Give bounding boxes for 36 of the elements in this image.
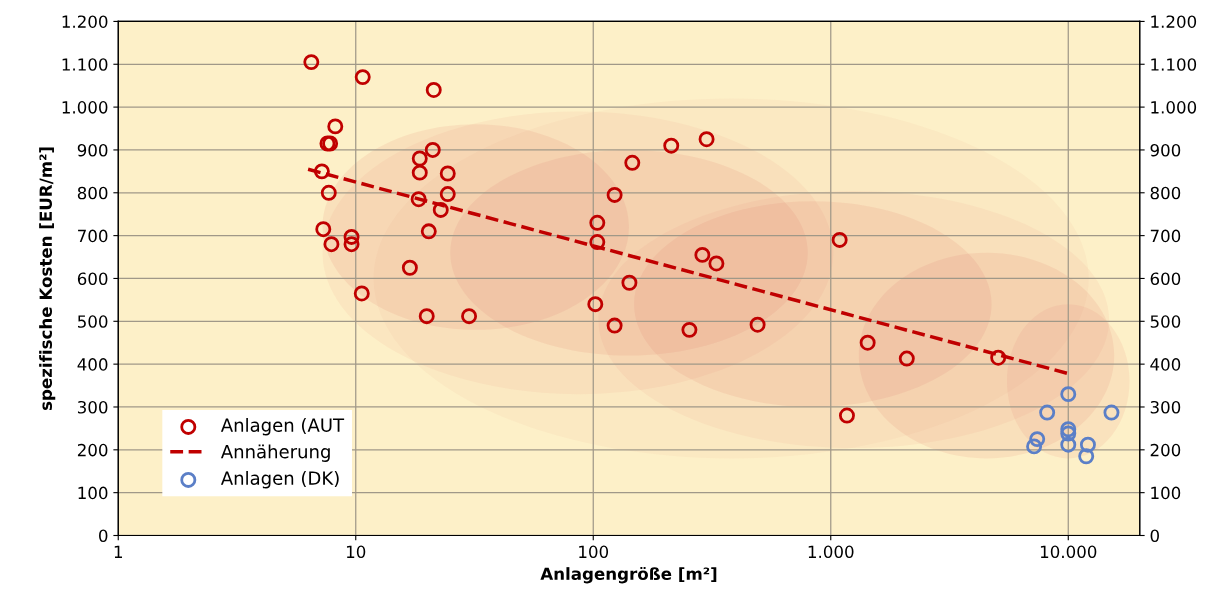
y2-tick-label: 1.000 bbox=[1151, 101, 1197, 114]
y2-tick-label: 1.100 bbox=[1151, 58, 1197, 71]
x-axis-title: Anlagengröße [m²] bbox=[540, 566, 717, 584]
y2-tick-label: 600 bbox=[1150, 272, 1181, 286]
y-tick-label: 1.200 bbox=[62, 15, 108, 28]
y-tick-label: 600 bbox=[77, 272, 108, 286]
y-tick-label: 700 bbox=[78, 229, 108, 243]
y-tick-label: 1.100 bbox=[62, 58, 108, 71]
legend-label: Anlagen (AUT bbox=[220, 417, 345, 436]
y2-tick-label: 0 bbox=[1150, 529, 1159, 543]
x-tick-label: 1.000 bbox=[808, 545, 854, 559]
y2-tick-label: 700 bbox=[1150, 229, 1181, 243]
x-tick-label: 100 bbox=[579, 545, 609, 559]
y2-tick-label: 400 bbox=[1150, 358, 1181, 371]
y-tick-label: 1.000 bbox=[62, 101, 108, 114]
y-axis-title: spezifische Kosten [EUR/m²] bbox=[39, 147, 56, 411]
y-tick-label: 0 bbox=[99, 529, 108, 543]
legend-label: Anlagen (DK) bbox=[220, 470, 339, 489]
y2-tick-label: 300 bbox=[1150, 400, 1181, 414]
y-tick-label: 300 bbox=[77, 400, 108, 414]
y-tick-label: 400 bbox=[77, 358, 108, 371]
y2-tick-label: 900 bbox=[1150, 143, 1181, 157]
x-tick-label: 1 bbox=[114, 545, 123, 558]
y-tick-label: 500 bbox=[77, 315, 108, 328]
y2-tick-label: 100 bbox=[1151, 486, 1181, 500]
y-tick-label: 800 bbox=[77, 186, 108, 200]
y-tick-label: 100 bbox=[78, 486, 108, 500]
y-tick-label: 900 bbox=[77, 143, 108, 157]
legend-label: Annäherung bbox=[220, 444, 330, 462]
x-tick-label: 10 bbox=[346, 545, 366, 559]
x-tick-label: 10.000 bbox=[1040, 545, 1097, 559]
y2-tick-label: 1.200 bbox=[1151, 15, 1197, 28]
y2-tick-label: 200 bbox=[1150, 443, 1181, 457]
y2-tick-label: 800 bbox=[1150, 186, 1181, 200]
y-tick-label: 200 bbox=[77, 443, 108, 457]
y2-tick-label: 500 bbox=[1150, 315, 1181, 328]
